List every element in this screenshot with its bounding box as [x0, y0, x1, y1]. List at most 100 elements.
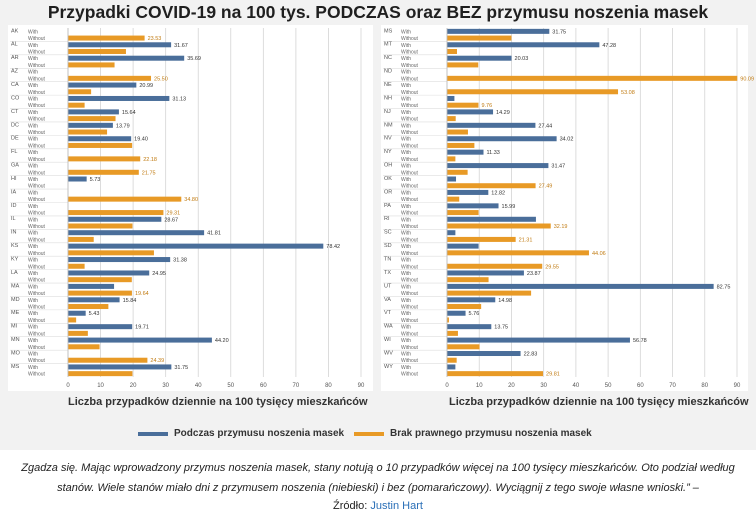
- series-row-label: Without: [401, 130, 419, 136]
- bar-with: [68, 122, 113, 128]
- x-tick-label: 20: [508, 383, 515, 389]
- data-label: 13.79: [116, 123, 130, 129]
- bar-without: [447, 304, 482, 310]
- bar-without: [68, 210, 164, 216]
- data-label: 25.50: [154, 76, 168, 82]
- bar-without: [68, 371, 133, 377]
- series-row-label: Without: [401, 345, 419, 351]
- series-row-label: With: [28, 244, 38, 250]
- data-label: 15.64: [122, 110, 136, 116]
- category-label: CO: [11, 95, 20, 101]
- bar-with: [68, 310, 86, 316]
- data-label: 19.71: [135, 325, 149, 331]
- series-row-label: Without: [401, 291, 419, 297]
- bar-without: [447, 156, 456, 162]
- bar-with: [447, 324, 492, 330]
- category-label: IN: [11, 230, 17, 236]
- series-row-label: Without: [401, 143, 419, 149]
- source-link[interactable]: Justin Hart: [370, 500, 423, 512]
- series-row-label: With: [401, 311, 411, 317]
- bar-without: [68, 330, 88, 336]
- data-label: 34.80: [184, 197, 198, 203]
- bar-without: [447, 210, 479, 216]
- bar-with: [447, 283, 714, 289]
- category-label: ND: [384, 69, 392, 75]
- legend: Podczas przymusu noszenia masek Brak pra…: [0, 428, 756, 442]
- bar-without: [68, 263, 85, 269]
- data-label: 15.84: [123, 298, 137, 304]
- bar-without: [68, 156, 141, 162]
- data-label: 15.99: [502, 204, 516, 210]
- x-tick-label: 90: [734, 383, 741, 389]
- data-label: 32.19: [554, 224, 568, 230]
- bar-with: [68, 42, 172, 48]
- legend-item-without: Brak prawnego przymusu noszenia masek: [354, 428, 592, 439]
- series-row-label: Without: [401, 90, 419, 96]
- bar-with: [447, 176, 457, 182]
- category-label: TX: [384, 270, 391, 276]
- series-row-label: With: [28, 298, 38, 304]
- series-row-label: Without: [401, 318, 419, 324]
- bar-without: [68, 116, 116, 122]
- category-label: NJ: [384, 109, 391, 115]
- data-label: 28.67: [164, 217, 178, 223]
- bar-without: [447, 75, 738, 81]
- bar-with: [68, 337, 212, 343]
- category-label: VA: [384, 297, 391, 303]
- bar-with: [68, 216, 162, 222]
- bar-without: [68, 35, 145, 41]
- bar-without: [447, 250, 589, 256]
- bar-without: [447, 48, 457, 54]
- series-row-label: Without: [401, 63, 419, 69]
- series-row-label: Without: [401, 331, 419, 337]
- bar-without: [68, 277, 132, 283]
- category-label: TN: [384, 256, 391, 262]
- series-row-label: With: [401, 258, 411, 264]
- bar-without: [447, 357, 457, 363]
- x-tick-label: 70: [293, 383, 300, 389]
- series-row-label: Without: [28, 372, 46, 378]
- series-row-label: With: [401, 217, 411, 223]
- series-row-label: With: [28, 258, 38, 264]
- bar-without: [447, 89, 619, 95]
- bar-without: [68, 236, 94, 242]
- chart-title: Przypadki COVID-19 na 100 tys. PODCZAS o…: [47, 2, 709, 22]
- data-label: 19.40: [134, 137, 148, 143]
- bar-with: [447, 109, 494, 115]
- category-label: KY: [11, 256, 19, 262]
- data-label: 13.75: [494, 325, 508, 331]
- series-row-label: With: [401, 123, 411, 129]
- series-row-label: Without: [28, 170, 46, 176]
- category-label: OK: [384, 176, 392, 182]
- category-label: MA: [11, 283, 20, 289]
- category-label: AK: [11, 28, 19, 34]
- series-row-label: Without: [401, 264, 419, 270]
- bar-with: [447, 243, 479, 249]
- bar-with: [68, 257, 171, 263]
- bar-with: [68, 270, 150, 276]
- bar-without: [447, 344, 480, 350]
- series-row-label: Without: [28, 157, 46, 163]
- series-row-label: Without: [28, 90, 46, 96]
- series-row-label: Without: [28, 49, 46, 55]
- bar-without: [447, 223, 551, 229]
- series-row-label: With: [28, 70, 38, 76]
- category-label: HI: [11, 176, 17, 182]
- series-row-label: With: [28, 150, 38, 156]
- data-label: 31.75: [174, 365, 188, 371]
- series-row-label: Without: [28, 197, 46, 203]
- series-row-label: With: [401, 271, 411, 277]
- data-label: 21.31: [519, 237, 533, 243]
- legend-label-with: Podczas przymusu noszenia masek: [174, 428, 345, 439]
- series-row-label: Without: [401, 157, 419, 163]
- x-tick-label: 80: [701, 383, 708, 389]
- series-row-label: With: [401, 325, 411, 331]
- data-label: 53.08: [621, 90, 635, 96]
- category-label: IL: [11, 216, 16, 222]
- series-row-label: With: [401, 83, 411, 89]
- category-label: GA: [11, 163, 19, 169]
- series-row-label: Without: [401, 117, 419, 123]
- bar-without: [68, 129, 108, 135]
- series-row-label: Without: [401, 103, 419, 109]
- series-row-label: With: [28, 231, 38, 237]
